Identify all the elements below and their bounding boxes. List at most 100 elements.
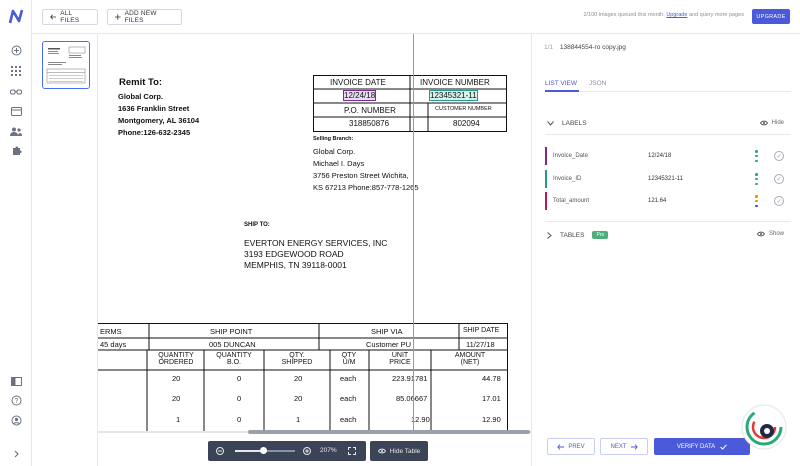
next-button[interactable]: NEXT — [600, 438, 648, 455]
prev-button[interactable]: PREV — [547, 438, 595, 455]
ship-to-heading: SHIP TO: — [244, 222, 270, 228]
selling-line: 3756 Preston Street Wichita, — [313, 171, 409, 180]
customer-number-header: CUSTOMER NUMBER — [435, 106, 492, 112]
remit-line: 1636 Franklin Street — [118, 104, 190, 113]
layout-icon[interactable] — [9, 374, 23, 388]
arrow-left-icon — [50, 14, 57, 20]
verify-data-button[interactable]: VERIFY DATA — [654, 438, 750, 455]
confidence-dots-icon — [755, 173, 758, 185]
label-value[interactable]: 12345321-11 — [648, 176, 683, 182]
help-icon[interactable]: ? — [9, 393, 23, 407]
account-icon[interactable] — [9, 413, 23, 427]
quota-text: 2/100 images queued this month. Upgrade … — [583, 12, 744, 18]
zoom-out-icon[interactable] — [216, 447, 224, 455]
eye-icon — [759, 120, 768, 126]
label-name: Invoice_Date — [553, 153, 589, 159]
card-icon[interactable] — [9, 104, 23, 118]
label-row-invoice-id[interactable]: Invoice_ID 12345321-11 ✓ — [545, 170, 791, 188]
invoice-number-value[interactable]: 12345321-11 — [429, 90, 478, 101]
zoom-in-icon[interactable] — [303, 447, 311, 455]
table-header-cell: SHIP VIA — [371, 327, 403, 336]
verify-check-icon[interactable]: ✓ — [774, 151, 784, 161]
item-cell: each — [340, 394, 357, 403]
page-indicator: 1/1 — [544, 44, 554, 51]
prev-label: PREV — [568, 443, 585, 450]
page-thumbnail[interactable] — [42, 41, 90, 89]
eye-icon — [756, 231, 765, 237]
eye-icon — [377, 448, 386, 454]
invoice-document: Remit To: Global Corp. 1636 Franklin Str… — [98, 34, 531, 434]
document-viewer[interactable]: Remit To: Global Corp. 1636 Franklin Str… — [98, 34, 532, 434]
tab-json[interactable]: JSON — [589, 80, 607, 87]
labels-heading: LABELS — [562, 120, 587, 127]
table-header-cell: SHIP POINT — [210, 327, 253, 336]
pro-badge: Pro — [592, 231, 609, 239]
nanonets-logo-icon[interactable] — [8, 8, 25, 25]
label-row-invoice-date[interactable]: Invoice_Date 12/24/18 ✓ — [545, 147, 791, 165]
item-header: QTY U/M — [341, 352, 357, 366]
verify-check-icon[interactable]: ✓ — [774, 174, 784, 184]
add-icon[interactable] — [9, 43, 23, 57]
quota-suffix: and query more pages — [687, 12, 744, 18]
plus-icon — [115, 14, 121, 20]
upgrade-button[interactable]: UPGRADE — [752, 9, 790, 24]
team-icon[interactable] — [9, 124, 23, 138]
item-cell: 0 — [237, 374, 242, 383]
horizontal-scrollbar-thumb[interactable] — [248, 430, 530, 434]
zoom-slider-fill — [235, 450, 263, 452]
label-color-bar — [545, 170, 547, 188]
item-cell: 20 — [172, 394, 181, 403]
confidence-dots-icon — [755, 195, 758, 207]
check-icon — [720, 443, 728, 450]
quota-prefix: 2/100 images queued this month. — [583, 12, 667, 18]
item-cell: 0 — [237, 415, 242, 424]
table-value-cell: 45 days — [100, 340, 127, 349]
all-files-button[interactable]: ALL FILES — [42, 9, 98, 25]
item-cell: 20 — [172, 374, 181, 383]
puzzle-icon[interactable] — [9, 143, 23, 157]
zoom-slider-handle[interactable] — [260, 447, 267, 454]
add-new-files-button[interactable]: ADD NEW FILES — [107, 9, 182, 25]
invoice-date-value[interactable]: 12/24/18 — [342, 90, 377, 101]
ship-line: MEMPHIS, TN 39118-0001 — [244, 260, 347, 270]
file-name: 138844554-ro copy.jpg — [559, 44, 626, 51]
viewer-toolbar: 207% Hide Table — [98, 434, 532, 466]
item-cell: 223.91781 — [392, 374, 428, 383]
tab-list-view[interactable]: LIST VIEW — [545, 80, 578, 87]
selling-line: KS 67213 Phone:857-778-1265 — [313, 183, 419, 192]
zoom-level: 207% — [320, 447, 337, 454]
active-tab-indicator — [545, 90, 579, 92]
upgrade-link[interactable]: Upgrade — [666, 12, 688, 18]
top-bar: ALL FILES ADD NEW FILES 2/100 images que… — [32, 0, 800, 34]
chat-support-icon[interactable] — [740, 403, 788, 451]
add-new-files-label: ADD NEW FILES — [124, 10, 157, 24]
tables-section-toggle[interactable]: TABLES Pro — [547, 231, 609, 239]
file-name-row: 1/1 138844554-ro copy.jpg — [544, 44, 626, 51]
apps-grid-icon[interactable] — [9, 64, 23, 78]
label-row-total-amount[interactable]: Total_amount 121.64 ✓ — [545, 192, 791, 210]
glasses-icon[interactable] — [9, 85, 23, 99]
item-header: QUANTITY B.O. — [216, 352, 252, 366]
remit-to-heading: Remit To: — [119, 77, 163, 88]
customer-number-value: 802094 — [453, 119, 480, 128]
show-tables-toggle[interactable]: Show — [756, 231, 784, 237]
table-header-cell: SHIP DATE — [463, 327, 500, 334]
item-cell: 12.90 — [411, 415, 430, 424]
labels-section-toggle[interactable]: LABELS — [547, 120, 587, 127]
expand-icon[interactable] — [9, 447, 23, 461]
hide-label: Hide — [771, 120, 784, 126]
item-cell: 12.90 — [482, 415, 501, 424]
item-cell: 0 — [237, 394, 242, 403]
label-color-bar — [545, 192, 547, 210]
hide-table-button[interactable]: Hide Table — [370, 441, 428, 461]
label-value[interactable]: 121.64 — [648, 198, 667, 204]
verify-check-icon[interactable]: ✓ — [774, 196, 784, 206]
item-cell: each — [340, 415, 357, 424]
invoice-date-header: INVOICE DATE — [330, 78, 386, 87]
next-label: NEXT — [610, 443, 627, 450]
item-cell: 17.01 — [482, 394, 501, 403]
hide-labels-toggle[interactable]: Hide — [759, 120, 784, 126]
item-cell: each — [340, 374, 357, 383]
label-value[interactable]: 12/24/18 — [648, 153, 672, 159]
fullscreen-icon[interactable] — [348, 447, 356, 455]
